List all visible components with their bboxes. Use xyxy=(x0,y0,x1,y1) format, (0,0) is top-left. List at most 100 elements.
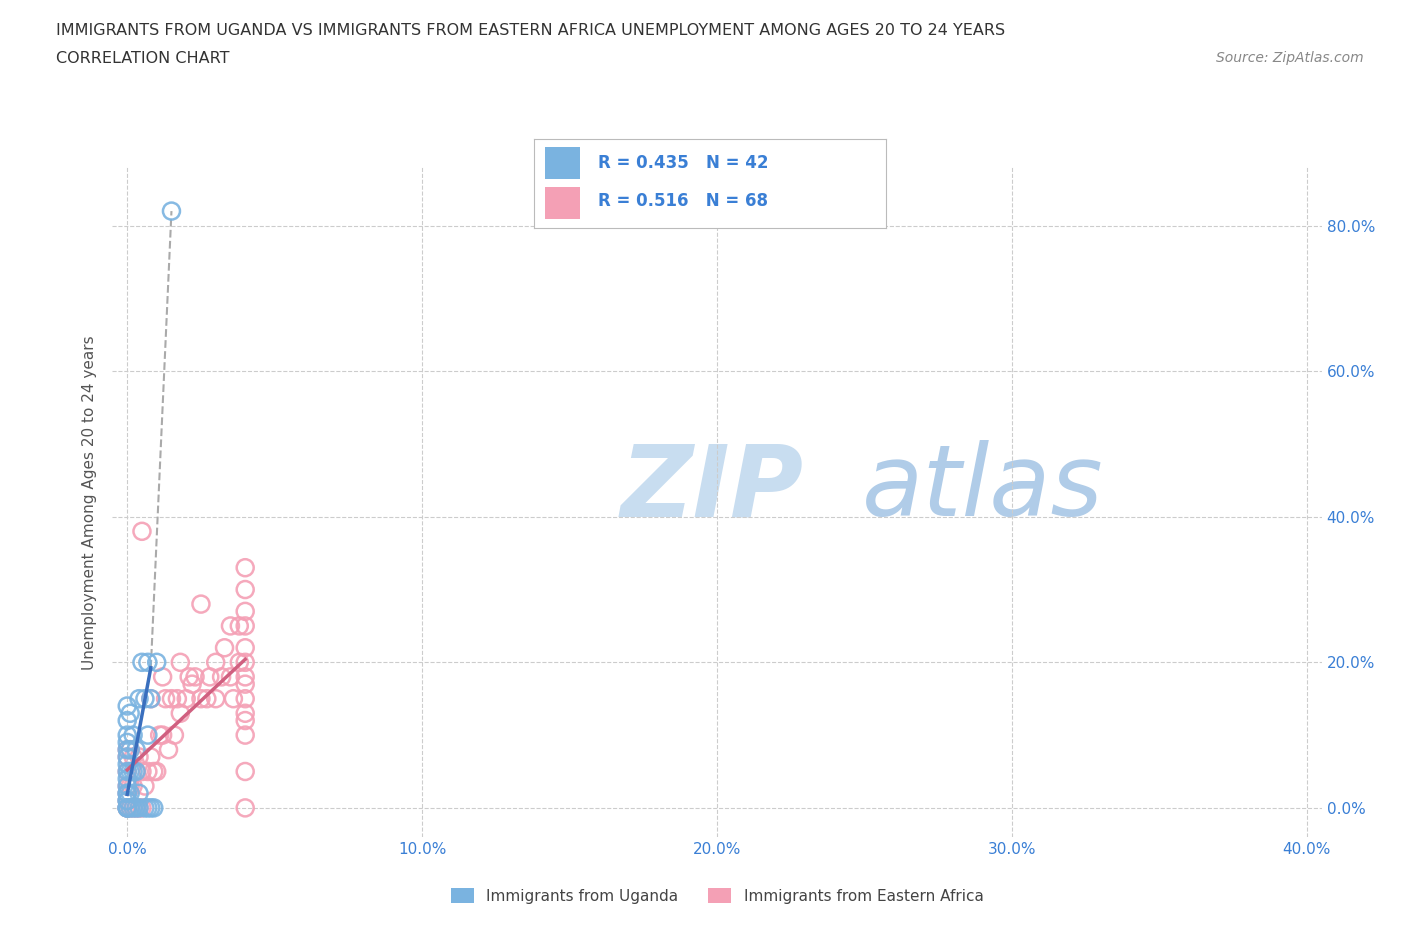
Point xyxy=(190,597,212,612)
Point xyxy=(120,801,142,816)
Point xyxy=(142,764,165,779)
Point xyxy=(115,727,138,742)
Point xyxy=(134,778,156,793)
Point xyxy=(128,801,150,816)
Point xyxy=(120,801,142,816)
Point xyxy=(160,204,183,219)
Point xyxy=(134,691,156,706)
Point xyxy=(125,742,148,757)
Text: atlas: atlas xyxy=(862,440,1104,538)
Point xyxy=(115,764,138,779)
Point xyxy=(219,618,242,633)
Point xyxy=(145,655,167,670)
Point xyxy=(128,786,150,801)
Point xyxy=(179,670,201,684)
Point xyxy=(139,801,162,816)
Point xyxy=(125,801,148,816)
Point xyxy=(131,524,153,538)
Point xyxy=(120,706,142,721)
Point xyxy=(195,691,218,706)
Point xyxy=(128,691,150,706)
Point xyxy=(228,655,250,670)
Point xyxy=(122,778,145,793)
Point xyxy=(233,582,256,597)
Point xyxy=(134,801,156,816)
Point xyxy=(149,727,172,742)
Point xyxy=(115,793,138,808)
Point xyxy=(184,670,207,684)
Point xyxy=(115,793,138,808)
Point xyxy=(139,750,162,764)
Point xyxy=(125,764,148,779)
Point xyxy=(122,750,145,764)
Point xyxy=(233,560,256,575)
Point xyxy=(128,750,150,764)
Point xyxy=(233,670,256,684)
Point xyxy=(115,786,138,801)
Point xyxy=(198,670,221,684)
Text: Source: ZipAtlas.com: Source: ZipAtlas.com xyxy=(1216,51,1364,65)
Point xyxy=(181,677,204,692)
Point xyxy=(142,801,165,816)
Point xyxy=(125,801,148,816)
Point xyxy=(233,604,256,618)
Point xyxy=(233,713,256,728)
Point xyxy=(125,764,148,779)
Point xyxy=(152,727,174,742)
Point xyxy=(115,742,138,757)
Point xyxy=(122,801,145,816)
Point xyxy=(115,713,138,728)
Point xyxy=(115,801,138,816)
Point xyxy=(115,735,138,750)
FancyBboxPatch shape xyxy=(544,148,581,179)
Point xyxy=(136,764,159,779)
Point xyxy=(115,801,138,816)
Y-axis label: Unemployment Among Ages 20 to 24 years: Unemployment Among Ages 20 to 24 years xyxy=(82,335,97,670)
Text: CORRELATION CHART: CORRELATION CHART xyxy=(56,51,229,66)
Point xyxy=(233,641,256,656)
Point xyxy=(122,801,145,816)
Point xyxy=(228,618,250,633)
Point xyxy=(163,727,186,742)
Point xyxy=(190,691,212,706)
Text: R = 0.516   N = 68: R = 0.516 N = 68 xyxy=(598,193,768,210)
Point xyxy=(115,801,138,816)
Point xyxy=(169,655,191,670)
Point xyxy=(233,801,256,816)
Point xyxy=(233,655,256,670)
Point xyxy=(222,691,245,706)
Point xyxy=(120,786,142,801)
Point xyxy=(233,764,256,779)
Point xyxy=(115,793,138,808)
Point xyxy=(115,778,138,793)
Point xyxy=(115,757,138,772)
Point xyxy=(120,764,142,779)
Point xyxy=(145,764,167,779)
Point xyxy=(169,706,191,721)
Text: R = 0.435   N = 42: R = 0.435 N = 42 xyxy=(598,154,768,172)
Point xyxy=(152,670,174,684)
Point xyxy=(211,670,233,684)
FancyBboxPatch shape xyxy=(544,187,581,219)
Point xyxy=(115,764,138,779)
Point xyxy=(120,778,142,793)
Point xyxy=(131,764,153,779)
Point xyxy=(233,727,256,742)
Text: IMMIGRANTS FROM UGANDA VS IMMIGRANTS FROM EASTERN AFRICA UNEMPLOYMENT AMONG AGES: IMMIGRANTS FROM UGANDA VS IMMIGRANTS FRO… xyxy=(56,23,1005,38)
Point xyxy=(219,670,242,684)
Point xyxy=(115,771,138,786)
Point xyxy=(122,727,145,742)
Point xyxy=(166,691,188,706)
Point xyxy=(115,698,138,713)
Point xyxy=(122,764,145,779)
Point xyxy=(233,706,256,721)
Point xyxy=(136,801,159,816)
Point xyxy=(157,742,180,757)
Point xyxy=(131,801,153,816)
Point xyxy=(233,677,256,692)
Text: ZIP: ZIP xyxy=(620,440,803,538)
Point xyxy=(139,691,162,706)
Point xyxy=(204,691,226,706)
Point xyxy=(136,655,159,670)
Point xyxy=(160,691,183,706)
